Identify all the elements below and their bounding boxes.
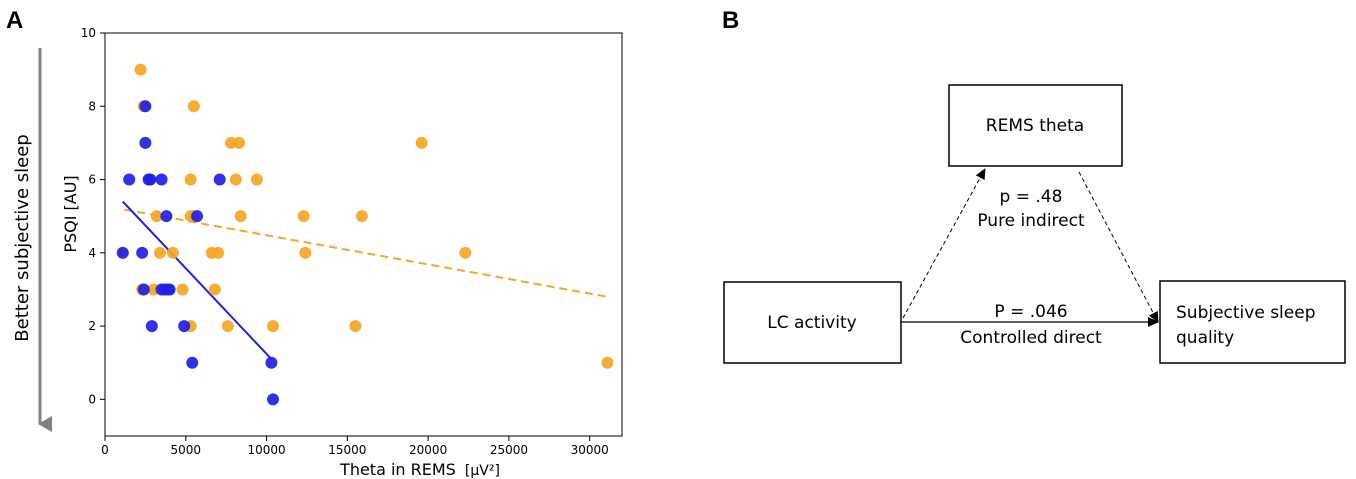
side-annotation: Better subjective sleep xyxy=(12,134,33,341)
outcome-label-line2: quality xyxy=(1176,328,1234,348)
data-point xyxy=(155,173,168,186)
data-point xyxy=(153,246,166,259)
outcome-box xyxy=(1159,280,1346,364)
direct-p-value: P = .046 xyxy=(994,302,1067,322)
panel-b-label: B xyxy=(722,7,739,34)
data-point xyxy=(229,173,242,186)
data-point xyxy=(145,320,158,333)
predictor-box xyxy=(723,281,902,364)
x-tick-label: 5000 xyxy=(171,443,202,457)
data-point xyxy=(267,393,280,406)
outcome-label-line1: Subjective sleep xyxy=(1176,303,1316,323)
data-point xyxy=(187,100,200,113)
data-point xyxy=(212,246,225,259)
x-axis-unit: [μV²] xyxy=(465,463,500,479)
data-point xyxy=(150,210,163,223)
data-points xyxy=(116,63,614,406)
x-tick-label: 25000 xyxy=(490,443,528,457)
indirect-path-label: Pure indirect xyxy=(977,211,1085,231)
fit-lines xyxy=(122,200,608,360)
data-point xyxy=(186,356,199,369)
y-axis-title: PSQI [AU] xyxy=(61,175,80,252)
mediator-outcome-arrow xyxy=(1078,171,1159,323)
data-point xyxy=(250,173,263,186)
y-tick-label: 4 xyxy=(88,246,96,260)
x-tick-label: 0 xyxy=(101,443,109,457)
mediation-diagram: REMS theta LC activity Subjective sleep … xyxy=(723,84,1346,364)
series-2 xyxy=(116,100,280,406)
data-point xyxy=(163,283,176,296)
data-point xyxy=(139,100,152,113)
data-point xyxy=(134,63,147,76)
data-point xyxy=(355,210,368,223)
data-point xyxy=(139,136,152,149)
panel-a-label: A xyxy=(6,7,23,34)
data-point xyxy=(191,210,204,223)
data-point xyxy=(415,136,428,149)
x-tick-label: 30000 xyxy=(571,443,609,457)
data-point xyxy=(213,173,226,186)
data-point xyxy=(267,320,280,333)
data-point xyxy=(123,173,136,186)
data-point xyxy=(184,173,197,186)
data-point xyxy=(459,246,472,259)
x-axis-label: Theta in REMS xyxy=(339,460,456,479)
data-point xyxy=(233,136,246,149)
direct-path-label: Controlled direct xyxy=(960,328,1102,348)
data-point xyxy=(349,320,362,333)
fit-line-2 xyxy=(122,200,273,360)
data-point xyxy=(160,210,173,223)
data-point xyxy=(221,320,234,333)
mediator-box xyxy=(948,84,1123,167)
x-tick-label: 20000 xyxy=(409,443,447,457)
data-point xyxy=(299,246,312,259)
data-point xyxy=(297,210,310,223)
predictor-label: LC activity xyxy=(767,313,856,333)
data-point xyxy=(265,356,278,369)
data-point xyxy=(137,283,150,296)
data-point xyxy=(176,283,189,296)
data-point xyxy=(136,246,149,259)
data-point xyxy=(601,356,614,369)
data-point xyxy=(208,283,221,296)
y-axis: 0 2 4 6 8 10 xyxy=(81,26,105,406)
y-tick-label: 2 xyxy=(88,319,96,333)
scatter-chart: 0 5000 10000 15000 20000 25000 30000 0 2 4 6 8 10 T… xyxy=(61,26,623,479)
y-tick-label: 8 xyxy=(88,99,96,113)
x-axis-title: Theta in REMS [μV²] xyxy=(339,460,500,479)
x-tick-label: 10000 xyxy=(247,443,285,457)
data-point xyxy=(178,320,191,333)
y-tick-label: 10 xyxy=(81,26,96,40)
x-tick-label: 15000 xyxy=(328,443,366,457)
indirect-path-arrow xyxy=(902,168,986,319)
fit-line-1 xyxy=(124,208,608,298)
y-tick-label: 0 xyxy=(88,392,96,406)
data-point xyxy=(166,246,179,259)
x-axis: 0 5000 10000 15000 20000 25000 30000 xyxy=(101,436,609,457)
data-point xyxy=(234,210,247,223)
data-point xyxy=(144,173,157,186)
indirect-p-value: p = .48 xyxy=(1000,187,1063,207)
data-point xyxy=(116,246,129,259)
y-tick-label: 6 xyxy=(88,173,96,187)
mediator-label: REMS theta xyxy=(986,116,1084,136)
plot-frame xyxy=(104,32,623,437)
